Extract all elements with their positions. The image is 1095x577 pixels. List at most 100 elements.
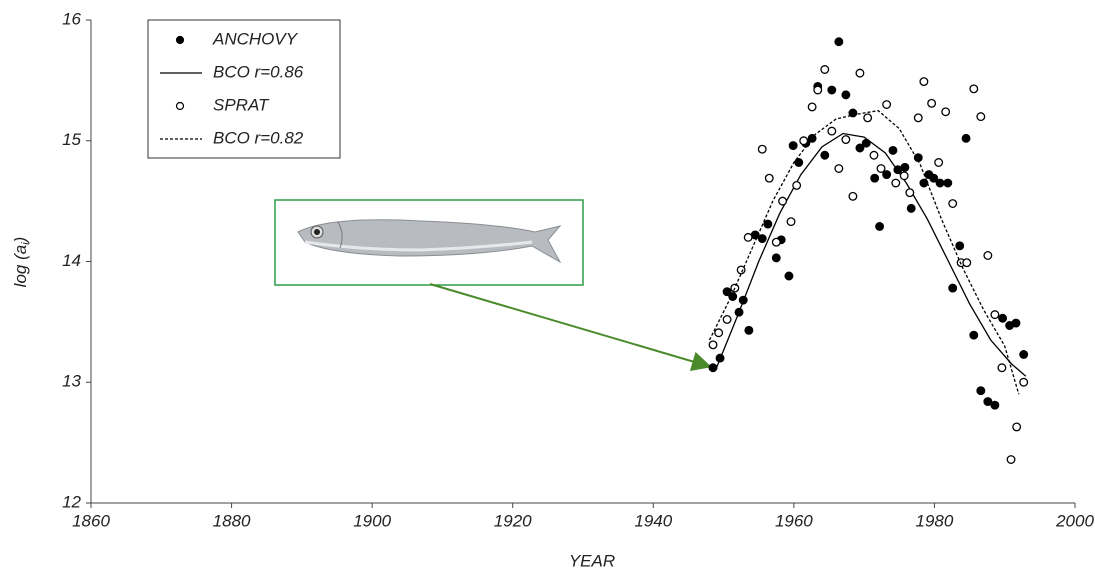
- data-point: [906, 203, 916, 213]
- data-point: [820, 150, 830, 160]
- data-point: [855, 68, 865, 78]
- data-point: [757, 234, 767, 244]
- y-tick-label: 12: [62, 492, 81, 511]
- x-tick-label: 1920: [494, 511, 532, 530]
- x-tick-label: 1880: [213, 511, 251, 530]
- data-point: [763, 219, 773, 229]
- data-point: [771, 237, 781, 247]
- data-point: [990, 400, 1000, 410]
- data-point: [827, 126, 837, 136]
- data-point: [997, 363, 1007, 373]
- data-point: [792, 180, 802, 190]
- inset-arrow: [429, 283, 712, 372]
- data-point: [807, 102, 817, 112]
- data-point: [961, 133, 971, 143]
- data-point: [1019, 377, 1029, 387]
- data-point: [882, 100, 892, 109]
- data-point: [778, 196, 788, 206]
- data-point: [834, 164, 844, 173]
- data-point: [927, 98, 937, 108]
- data-point: [848, 191, 858, 201]
- data-point: [943, 178, 953, 188]
- data-point: [714, 328, 724, 338]
- legend-label: BCO r=0.86: [213, 62, 304, 81]
- y-tick-label: 14: [62, 251, 81, 270]
- legend-label: BCO r=0.82: [213, 128, 304, 147]
- fit-line: [708, 109, 1020, 395]
- data-point: [722, 287, 732, 297]
- data-point: [929, 173, 939, 183]
- data-point: [870, 173, 880, 183]
- data-point: [827, 85, 837, 95]
- data-point: [983, 251, 993, 260]
- data-point: [799, 136, 809, 146]
- data-point: [771, 253, 781, 263]
- data-point: [905, 188, 915, 198]
- data-point: [863, 113, 873, 123]
- legend-label: ANCHOVY: [212, 29, 299, 48]
- data-point: [869, 150, 879, 160]
- legend-marker: [175, 101, 185, 111]
- data-point: [1006, 455, 1016, 464]
- data-point: [708, 340, 718, 350]
- data-point: [990, 310, 1000, 320]
- data-point: [919, 77, 929, 87]
- y-tick-label: 13: [62, 372, 81, 391]
- data-point: [876, 164, 886, 173]
- data-point: [934, 158, 944, 167]
- data-point: [1019, 350, 1029, 359]
- legend-marker: [175, 35, 185, 45]
- data-point: [1011, 318, 1021, 328]
- data-point: [998, 313, 1008, 323]
- fit-line: [715, 132, 1027, 377]
- data-point: [976, 386, 986, 396]
- data-point: [875, 222, 885, 231]
- data-point: [744, 325, 754, 335]
- data-point: [983, 397, 993, 407]
- data-point: [708, 363, 718, 373]
- y-tick-label: 15: [62, 130, 81, 149]
- data-point: [764, 173, 774, 183]
- data-point: [794, 158, 804, 167]
- x-tick-label: 1900: [353, 511, 391, 530]
- data-point: [935, 178, 945, 188]
- data-point: [976, 112, 986, 122]
- data-point: [955, 241, 965, 251]
- data-point: [841, 90, 851, 100]
- data-point: [900, 162, 910, 172]
- x-tick-label: 1940: [634, 511, 672, 530]
- data-point: [969, 330, 979, 340]
- data-point: [786, 217, 796, 227]
- data-point: [891, 178, 901, 188]
- data-point: [820, 65, 830, 74]
- data-point: [1012, 422, 1022, 432]
- data-point: [948, 283, 958, 293]
- x-tick-label: 1960: [775, 511, 813, 530]
- data-point: [841, 135, 851, 144]
- data-point: [736, 265, 746, 275]
- legend-label: SPRAT: [213, 95, 270, 114]
- data-point: [788, 141, 798, 151]
- data-point: [743, 232, 753, 242]
- x-tick-label: 2000: [1055, 511, 1094, 530]
- data-point: [855, 143, 865, 153]
- y-tick-label: 16: [62, 9, 81, 28]
- data-point: [941, 107, 951, 117]
- data-point: [882, 170, 892, 180]
- x-axis-title: YEAR: [569, 551, 615, 570]
- data-point: [913, 113, 923, 123]
- data-point: [834, 37, 844, 47]
- fish-inset: [274, 199, 584, 286]
- data-point: [962, 258, 972, 268]
- data-point: [888, 145, 898, 155]
- data-point: [722, 315, 732, 324]
- data-point: [784, 271, 794, 281]
- data-point: [948, 199, 958, 208]
- x-tick-label: 1980: [916, 511, 954, 530]
- data-point: [813, 85, 823, 95]
- data-point: [899, 171, 909, 181]
- x-tick-label: 1860: [72, 511, 110, 530]
- y-axis-title: log (ai): [11, 237, 31, 288]
- data-point: [969, 84, 979, 94]
